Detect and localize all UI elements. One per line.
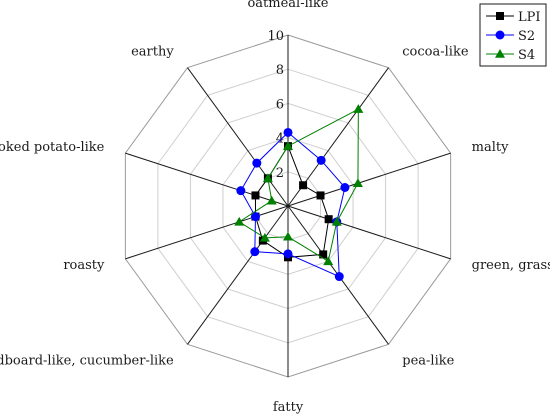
series-line-S4 [238,108,359,263]
axis-line-7 [125,205,289,260]
point-S2-6 [250,247,260,257]
tick-label-6: 6 [276,97,284,112]
point-S4-5 [283,231,293,241]
point-S4-0 [283,141,293,150]
tick-label-8: 8 [276,63,284,78]
axis-label-2: malty [472,140,509,155]
tick-label-2: 2 [276,166,284,181]
series-S2 [236,127,350,282]
axis-label-4: pea-like [402,354,454,369]
series-S4 [234,104,364,266]
legend-label-S4: S4 [518,48,535,63]
point-LPI-1 [299,181,308,190]
tick-labels: 2 4 6 8 10 [267,29,284,181]
axis-line-8 [125,152,289,207]
legend: LPI S2 S4 [479,3,547,67]
point-S2-2 [340,183,350,193]
point-S4-1 [353,104,364,113]
legend-marker-S4 [495,49,505,58]
axis-line-2 [287,152,451,207]
axis-label-8: cooked potato-like [0,140,105,155]
axis-label-3: green, grassy [472,258,550,273]
axis-label-1: cocoa-like [402,44,469,59]
axis-label-5: fatty [273,400,304,415]
point-S2-9 [252,158,262,168]
point-LPI-8 [251,191,260,200]
point-S4-8 [266,195,277,205]
point-LPI-3 [324,215,333,224]
point-S4-3 [331,216,342,226]
axis-label-6: cardboard-like, cucumber-like [0,354,174,369]
axis-line-3 [287,205,451,260]
tick-label-4: 4 [276,132,284,147]
axis-line-6 [187,205,289,345]
legend-marker-S2 [495,30,505,40]
point-S2-8 [236,186,246,196]
point-S4-6 [259,232,270,242]
tick-label-10: 10 [267,29,284,44]
point-S2-1 [316,155,326,165]
grid [124,34,452,378]
point-S4-7 [234,216,245,226]
point-S2-5 [283,249,293,259]
point-S2-0 [283,127,293,137]
series [234,104,364,282]
point-LPI-4 [319,250,328,259]
legend-label-S2: S2 [518,29,535,44]
axis-label-0: oatmeal-like [247,0,328,11]
legend-label-LPI: LPI [518,10,541,25]
point-S4-4 [323,256,334,266]
axis-label-7: roasty [63,258,105,273]
point-S4-9 [262,173,273,183]
point-S2-7 [250,212,260,222]
legend-marker-LPI [496,12,504,20]
point-LPI-2 [316,191,325,200]
axis-label-9: earthy [131,44,174,59]
axis-line-9 [187,67,289,207]
point-S2-4 [334,272,344,282]
point-S4-2 [352,178,363,188]
